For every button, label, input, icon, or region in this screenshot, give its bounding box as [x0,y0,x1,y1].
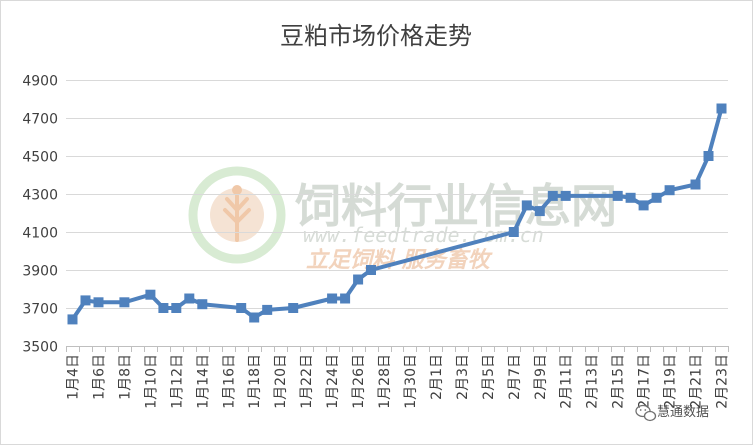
x-tick-label: 1月30日 [403,354,419,409]
data-point [560,190,571,201]
y-tick-label: 3900 [22,264,58,280]
data-point [145,289,156,300]
x-tick-label: 1月20日 [273,354,289,409]
x-tick-label: 1月26日 [351,354,367,409]
data-point [664,185,675,196]
data-point [521,200,532,211]
x-tick-label: 1月18日 [247,354,263,409]
x-tick-label: 2月1日 [429,354,445,400]
data-point [534,206,545,217]
x-tick-label: 2月23日 [715,354,731,409]
data-point [651,192,662,203]
data-point [638,200,649,211]
chart-title: 豆粕市场价格走势 [280,22,472,50]
data-point [158,303,169,313]
data-point [249,312,260,323]
data-point [327,293,338,304]
x-tick-label: 1月8日 [117,354,133,400]
x-tick-label: 1月14日 [195,354,211,409]
data-point [340,293,351,304]
x-tick-label: 2月17日 [637,354,653,409]
data-point [184,293,195,304]
y-axis-labels: 3500 3700 3900 4100 4300 4500 4700 4900 [22,74,58,356]
x-axis-labels: 1月4日 1月6日 1月8日 1月10日 1月12日 1月14日 1月16日 1月18日 1月2… [65,354,730,409]
data-point [353,274,364,285]
data-point [703,151,714,161]
data-point [197,299,208,310]
footer-brand: 慧通数据 [635,404,709,422]
x-tick-label: 2月11日 [559,354,575,409]
x-tick-label: 1月10日 [143,354,159,409]
y-tick-label: 4700 [22,112,58,128]
x-axis [66,346,729,352]
data-point [508,227,519,237]
y-tick-label: 3500 [22,340,58,356]
data-point [690,179,701,190]
x-tick-label: 1月6日 [91,354,107,400]
x-tick-label: 2月9日 [533,354,549,400]
data-point [716,103,727,114]
x-tick-label: 1月4日 [65,354,81,400]
data-point [93,297,104,308]
x-tick-label: 2月5日 [481,354,497,400]
data-point [236,303,247,313]
watermark-slogan: 立足饲料 服务畜牧 [306,247,494,273]
x-tick-label: 1月16日 [221,354,237,409]
y-tick-label: 4500 [22,150,58,166]
watermark: 饲料行业信息网 www.feedtrade.com.cn 立足饲料 服务畜牧 [188,166,617,273]
data-point [67,314,78,325]
footer-label: 慧通数据 [657,404,709,420]
data-point [171,303,182,313]
y-tick-label: 4900 [22,74,58,90]
data-point [612,190,623,201]
y-tick-label: 3700 [22,302,58,318]
y-tick-label: 4100 [22,226,58,242]
data-point [625,192,636,203]
x-tick-label: 1月22日 [299,354,315,409]
data-point [119,297,130,308]
x-tick-label: 2月13日 [585,354,601,409]
x-tick-label: 2月19日 [663,354,679,409]
x-tick-label: 1月24日 [325,354,341,409]
x-tick-label: 1月28日 [377,354,393,409]
x-tick-label: 2月7日 [507,354,523,400]
data-point [288,303,299,313]
watermark-logo [188,166,286,264]
watermark-name: 饲料行业信息网 [295,179,617,233]
x-tick-label: 1月12日 [169,354,185,409]
x-tick-label: 2月21日 [689,354,705,409]
data-point [547,190,558,201]
series-price [67,103,727,325]
data-point [366,265,376,275]
x-tick-label: 2月15日 [611,354,627,409]
data-point [262,304,273,315]
wechat-icon [635,404,657,422]
x-tick-label: 2月3日 [455,354,471,400]
data-point [80,295,91,306]
y-tick-label: 4300 [22,188,58,204]
